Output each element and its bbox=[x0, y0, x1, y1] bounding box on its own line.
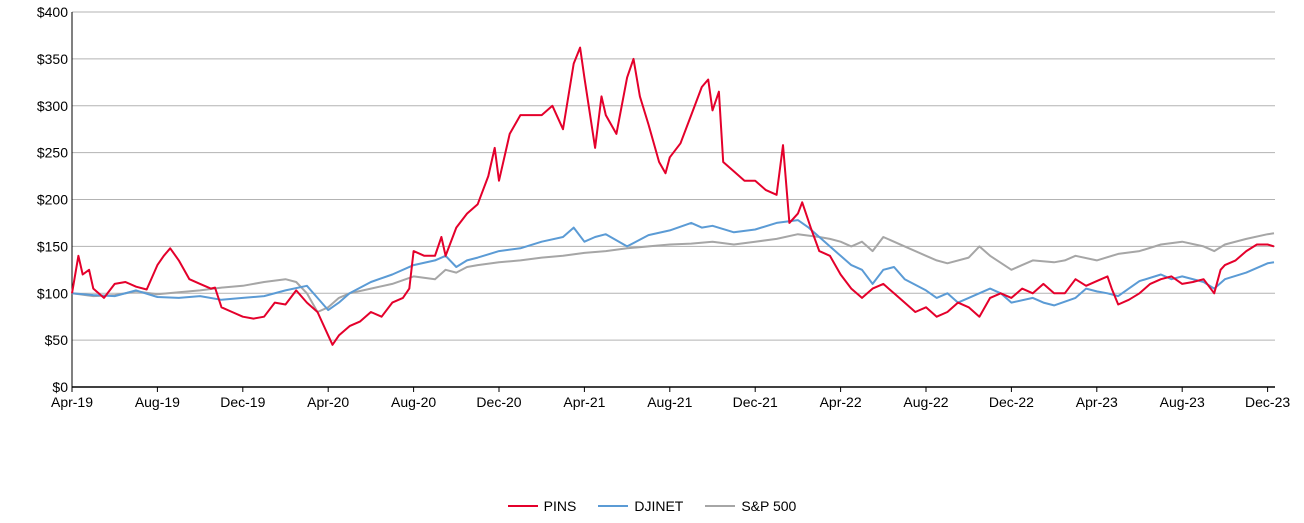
series-line-pins bbox=[71, 46, 1275, 346]
legend-swatch bbox=[598, 505, 629, 507]
legend-swatch bbox=[705, 505, 736, 507]
y-tick-label: $0 bbox=[52, 379, 68, 395]
legend-item-pins: PINS bbox=[507, 498, 577, 514]
legend-label: DJINET bbox=[634, 498, 684, 514]
x-tick-label: Apr-23 bbox=[1076, 394, 1118, 410]
x-tick-label: Dec-21 bbox=[733, 394, 778, 410]
legend: PINS DJINET S&P 500 bbox=[0, 498, 1304, 514]
x-tick-label: Apr-19 bbox=[51, 394, 93, 410]
legend-item-sp500: S&P 500 bbox=[705, 498, 796, 514]
x-tick-label: Aug-22 bbox=[903, 394, 948, 410]
y-tick-label: $250 bbox=[37, 145, 68, 161]
y-tick-label: $400 bbox=[37, 4, 68, 20]
legend-label: PINS bbox=[543, 498, 577, 514]
x-tick-label: Apr-21 bbox=[563, 394, 605, 410]
legend-swatch bbox=[507, 505, 538, 507]
x-tick-label: Aug-19 bbox=[135, 394, 180, 410]
y-tick-label: $150 bbox=[37, 238, 68, 254]
legend-label: S&P 500 bbox=[741, 498, 797, 514]
series-line-sp500 bbox=[71, 232, 1275, 313]
y-tick-label: $200 bbox=[37, 192, 68, 208]
series-line-djinet bbox=[71, 219, 1275, 312]
x-tick-label: Dec-20 bbox=[476, 394, 521, 410]
y-tick-label: $300 bbox=[37, 98, 68, 114]
legend-item-djinet: DJINET bbox=[598, 498, 683, 514]
y-tick-label: $50 bbox=[45, 332, 69, 348]
y-tick-label: $100 bbox=[37, 285, 68, 301]
x-tick-label: Aug-20 bbox=[391, 394, 436, 410]
x-tick-label: Dec-19 bbox=[220, 394, 265, 410]
x-tick-label: Dec-23 bbox=[1245, 394, 1290, 410]
y-tick-label: $350 bbox=[37, 51, 68, 67]
x-tick-label: Apr-20 bbox=[307, 394, 349, 410]
x-tick-label: Aug-23 bbox=[1160, 394, 1205, 410]
x-tick-label: Dec-22 bbox=[989, 394, 1034, 410]
x-tick-label: Aug-21 bbox=[647, 394, 692, 410]
x-tick-label: Apr-22 bbox=[820, 394, 862, 410]
